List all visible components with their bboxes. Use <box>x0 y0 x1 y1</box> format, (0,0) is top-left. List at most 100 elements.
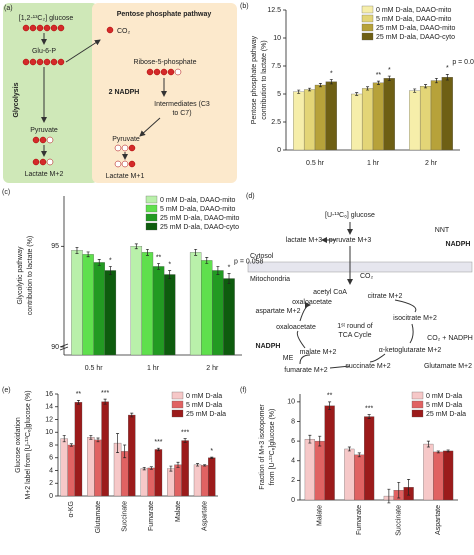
y-axis-label: M+2 label from [U-¹³C₆]glucose (%) <box>25 390 32 499</box>
error-bar <box>156 447 160 452</box>
bar <box>154 449 163 497</box>
bar <box>223 278 235 356</box>
annotation: *** <box>181 429 189 436</box>
bar <box>443 450 454 501</box>
y-axis-label: from [U-¹³C₆]glucose (%) <box>269 409 276 486</box>
node-label: succinate M+2 <box>345 363 390 370</box>
enzyme-label: ME <box>283 355 294 362</box>
annotation: ** <box>376 72 382 79</box>
annotation: * <box>109 257 112 264</box>
error-bar <box>142 466 146 471</box>
error-bar <box>176 461 180 468</box>
annotation: p = 0.058 <box>452 59 474 66</box>
node-label: fumarate M+2 <box>284 367 327 374</box>
annotation: * <box>446 65 449 72</box>
error-bar <box>436 450 440 454</box>
legend-label: 5 mM D-ala <box>186 402 222 409</box>
x-tick-label: Glutamate <box>95 501 102 533</box>
bar <box>314 440 325 501</box>
error-bar <box>318 83 322 88</box>
bar <box>141 252 154 356</box>
legend-label: 25 mM D-ala <box>426 411 466 418</box>
error-bar <box>157 263 161 270</box>
y-axis-label: Glycolytic pathway <box>17 246 24 304</box>
error-bar <box>194 248 198 256</box>
bar <box>167 468 175 497</box>
bar <box>361 88 374 151</box>
y-tick-label: 90 <box>51 344 59 351</box>
node-label: acetyl CoA <box>313 289 347 296</box>
bar <box>147 467 156 497</box>
error-bar <box>367 414 371 419</box>
error-bar <box>134 243 138 250</box>
bar <box>189 252 202 356</box>
node-label: CO₂ + NADPH <box>427 335 473 342</box>
error-bar <box>103 398 107 405</box>
bar <box>314 84 327 151</box>
y-tick-label: 6 <box>291 438 295 445</box>
legend-swatch <box>145 204 158 213</box>
x-tick-label: Succinate <box>122 501 129 532</box>
node-label: α-ketoglutarate M+2 <box>379 347 442 354</box>
bar <box>163 274 176 356</box>
node-label: Ribose-5-phosphate <box>133 59 196 66</box>
node-label: CO₂ <box>117 28 131 35</box>
y-tick-label: 4 <box>49 467 53 474</box>
error-bar <box>145 248 149 256</box>
panel-label: (b) <box>240 3 249 10</box>
annotation: * <box>388 67 391 74</box>
legend-label: 25 mM D-ala, DAAO-mito <box>376 25 455 32</box>
x-tick-label: α-KG <box>68 501 75 518</box>
bar <box>325 81 337 151</box>
error-bar <box>149 466 153 470</box>
legend-label: 0 mM D-ala, DAAO-mito <box>376 7 452 14</box>
y-tick-label: 10 <box>273 35 281 42</box>
bar <box>193 464 202 497</box>
x-tick-label: 1 hr <box>367 160 380 167</box>
error-bar <box>97 259 101 266</box>
y-tick-label: 14 <box>45 404 53 411</box>
node-label: aspartate M+2 <box>256 308 301 315</box>
bar <box>74 402 83 497</box>
annotation: ** <box>156 254 162 261</box>
node-label: [1,2-¹³C₂] glucose <box>19 15 74 22</box>
bar <box>423 443 434 501</box>
node-label: citrate M+2 <box>368 293 403 300</box>
panel-label: (d) <box>246 193 255 200</box>
y-tick-label: 10 <box>45 429 53 436</box>
bar <box>174 464 182 497</box>
bar <box>419 86 432 151</box>
bar <box>130 246 143 356</box>
error-bar <box>387 488 391 504</box>
bar <box>351 93 363 151</box>
bar <box>93 262 105 356</box>
cycle-label: 1ˢᵗ round of <box>337 323 372 330</box>
diagram-a: (a) [1,2-¹³C₂] glucose Glu-6-P Glycolysi… <box>3 3 237 183</box>
error-bar <box>89 435 93 440</box>
y-axis-label: contribution to lactate (%) <box>261 40 268 119</box>
error-bar <box>216 266 220 275</box>
error-bar <box>168 270 172 279</box>
x-tick-label: 0.5 hr <box>85 365 104 372</box>
legend-swatch <box>361 23 374 32</box>
x-tick-label: Aspartate <box>202 501 209 531</box>
error-bar <box>69 443 73 447</box>
glycolysis-box <box>3 3 98 183</box>
bar <box>104 270 117 356</box>
y-axis-label: Pentose phosphate pathway <box>251 35 258 124</box>
bar <box>383 78 395 151</box>
x-tick-label: Aspartate <box>435 505 442 535</box>
y-tick-label: 0 <box>291 497 295 504</box>
error-bar <box>366 86 370 91</box>
error-bar <box>376 80 380 85</box>
x-tick-label: 0.5 hr <box>306 160 325 167</box>
y-tick-label: 6 <box>49 455 53 462</box>
error-bar <box>203 464 207 467</box>
bar <box>354 454 365 501</box>
legend-label: 5 mM D-ala, DAAO-mito <box>160 206 236 213</box>
bar <box>212 270 224 356</box>
panel-label: (a) <box>4 5 13 12</box>
legend-swatch <box>361 5 374 14</box>
error-bar <box>387 75 391 81</box>
